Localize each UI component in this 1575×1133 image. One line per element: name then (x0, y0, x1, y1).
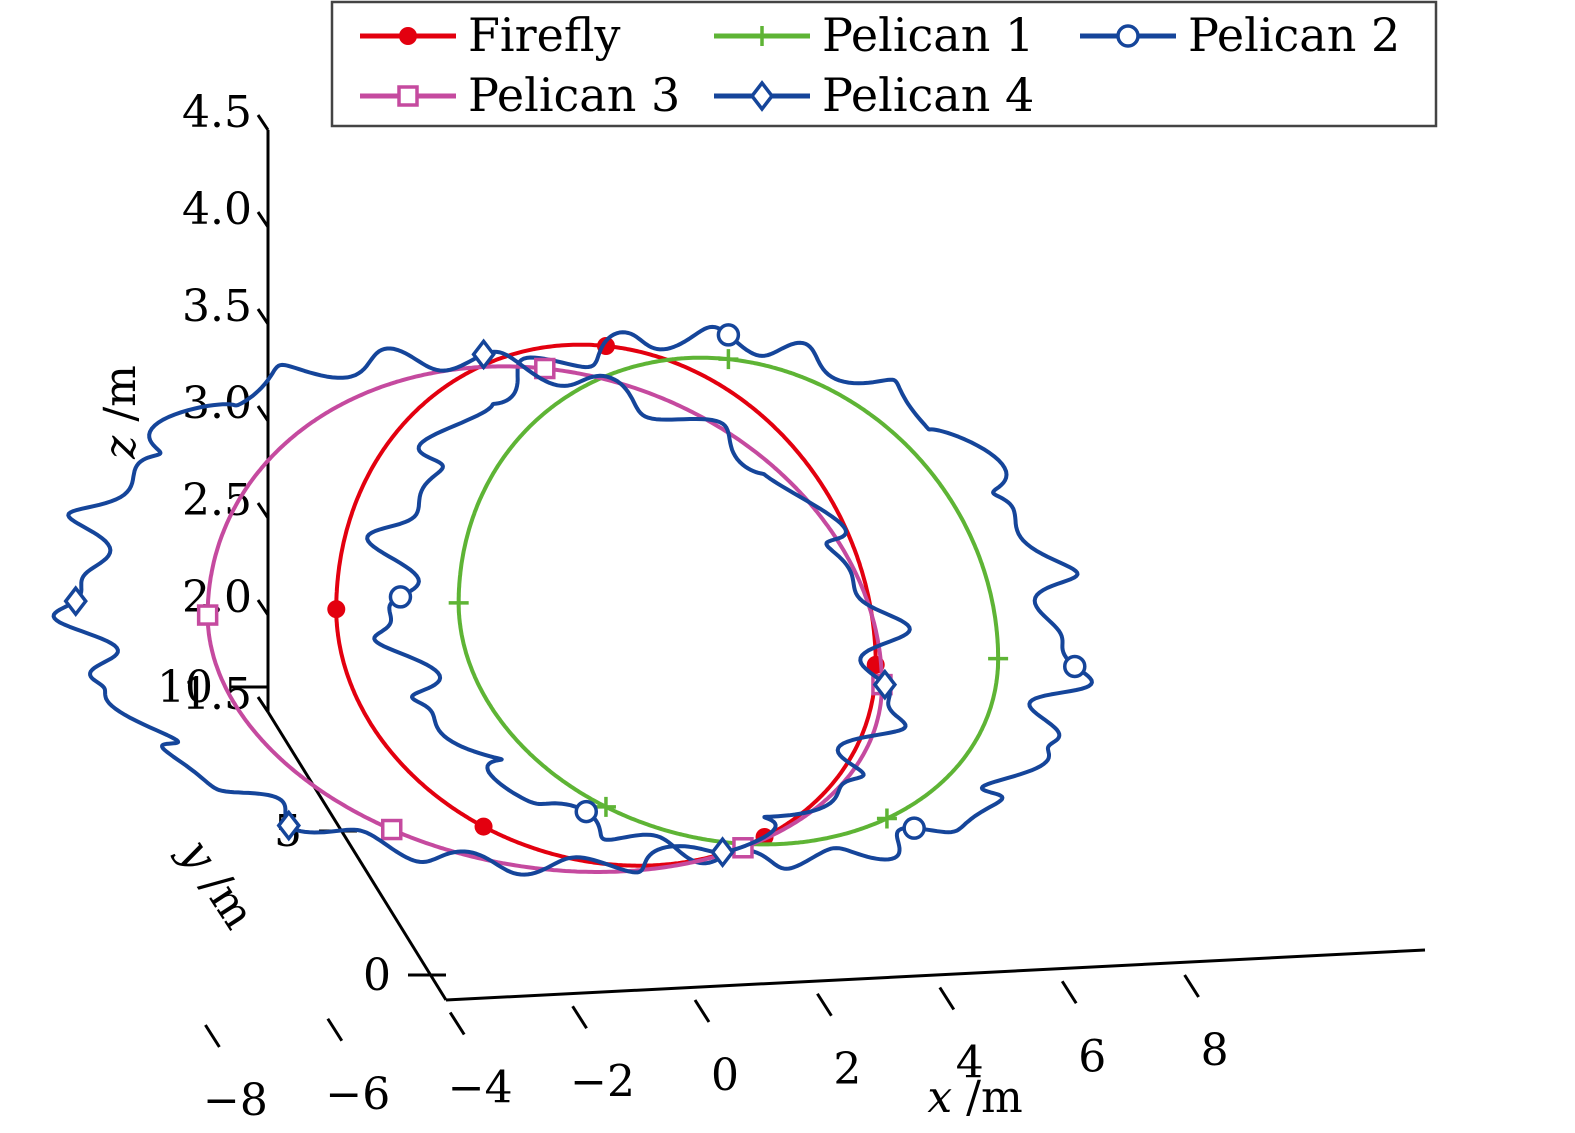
x-tick (1183, 974, 1200, 998)
z-tick (256, 114, 270, 131)
series-layer (51, 323, 1094, 877)
series-marker-0-3 (474, 817, 493, 836)
legend-swatch-marker (752, 26, 772, 46)
z-axis-var: z (95, 435, 146, 460)
z-tick (256, 502, 270, 519)
series-marker-1-0 (988, 648, 1009, 669)
legend-swatch-marker (1116, 24, 1140, 48)
x-tick-label: 4 (956, 1038, 984, 1089)
x-tick-label: −6 (325, 1069, 390, 1120)
x-tick-label: 0 (711, 1050, 739, 1101)
series-marker-4-3 (276, 809, 301, 842)
z-axis-unit: /m (95, 365, 146, 436)
x-tick-label: 2 (833, 1044, 861, 1095)
legend-label: Pelican 2 (1188, 8, 1400, 62)
series-marker-4-2 (63, 585, 88, 618)
x-tick (571, 1005, 588, 1030)
x-axis-unit: /m (952, 1072, 1023, 1123)
series-marker-1-4 (876, 808, 897, 829)
z-tick (256, 405, 270, 422)
x-tick (1060, 980, 1078, 1005)
x-tick (816, 992, 833, 1017)
legend-label: Pelican 1 (822, 8, 1034, 62)
series-marker-4-4 (710, 836, 735, 869)
x-axis-var: x (927, 1072, 952, 1123)
legend-label: Firefly (468, 8, 621, 62)
legend-items: Firefly Pelican 1 Pelican 2 Pelican 3 Pelica… (360, 8, 1400, 122)
x-tick-label: −8 (203, 1075, 268, 1126)
x-tick (693, 999, 711, 1023)
legend-label: Pelican 3 (468, 68, 680, 122)
series-line-3 (205, 364, 884, 874)
z-tick-label: 3.5 (182, 281, 252, 332)
legend-swatch-marker (399, 27, 417, 45)
legend-item: Pelican 2 (1080, 8, 1400, 62)
series-marker-3-3 (380, 818, 403, 841)
ticks: −8−6−4−20246805101.52.02.53.03.54.04.5 (157, 87, 1229, 1126)
legend-label: Pelican 4 (822, 68, 1034, 122)
x-tick (326, 1017, 344, 1042)
x-axis-line (445, 948, 1426, 1002)
legend-item: Pelican 1 (714, 8, 1034, 62)
x-tick (448, 1011, 466, 1036)
x-tick-label: 6 (1078, 1031, 1106, 1082)
legend-item: Pelican 4 (714, 68, 1034, 122)
x-axis-title: x /m (927, 1072, 1022, 1123)
y-tick-label: 10 (157, 662, 213, 713)
series-marker-1-1 (718, 349, 739, 370)
legend: Firefly Pelican 1 Pelican 2 Pelican 3 Pelica… (330, 0, 1438, 128)
legend-item: Firefly (360, 8, 621, 62)
y-tick-label: 0 (363, 950, 391, 1001)
x-tick (204, 1024, 221, 1048)
legend-item: Pelican 3 (360, 68, 680, 122)
x-tick-label: 8 (1201, 1025, 1229, 1076)
series-marker-2-1 (716, 323, 741, 347)
y-axis-line (266, 711, 448, 1001)
legend-box (330, 0, 1438, 128)
legend-swatch-marker (749, 80, 775, 112)
y-axis-title: y /m (169, 829, 265, 938)
z-tick (256, 211, 270, 228)
z-tick-label: 4.0 (182, 184, 252, 235)
series-line-0 (334, 342, 878, 868)
series-marker-1-3 (595, 796, 616, 817)
series-line-2 (365, 324, 1094, 871)
z-tick (256, 599, 270, 616)
series-marker-4-1 (471, 338, 496, 371)
z-tick (256, 308, 270, 325)
series-marker-0-2 (327, 600, 346, 619)
legend-swatch-marker (397, 85, 419, 107)
z-tick-label: 2.5 (182, 475, 252, 526)
z-axis-title: z /m (95, 365, 146, 460)
x-tick-label: −2 (570, 1056, 635, 1107)
series-marker-2-4 (902, 816, 926, 840)
series-marker-2-3 (574, 799, 599, 824)
series-marker-2-0 (1063, 654, 1087, 679)
series-marker-4-0 (872, 668, 898, 701)
series-marker-3-2 (196, 604, 219, 626)
z-tick-label: 4.5 (182, 87, 252, 138)
series-marker-3-1 (534, 357, 556, 380)
x-tick-label: −4 (448, 1063, 513, 1114)
series-marker-2-2 (388, 585, 413, 609)
z-tick (256, 696, 270, 713)
x-tick (938, 986, 956, 1011)
series-marker-1-2 (448, 592, 469, 613)
